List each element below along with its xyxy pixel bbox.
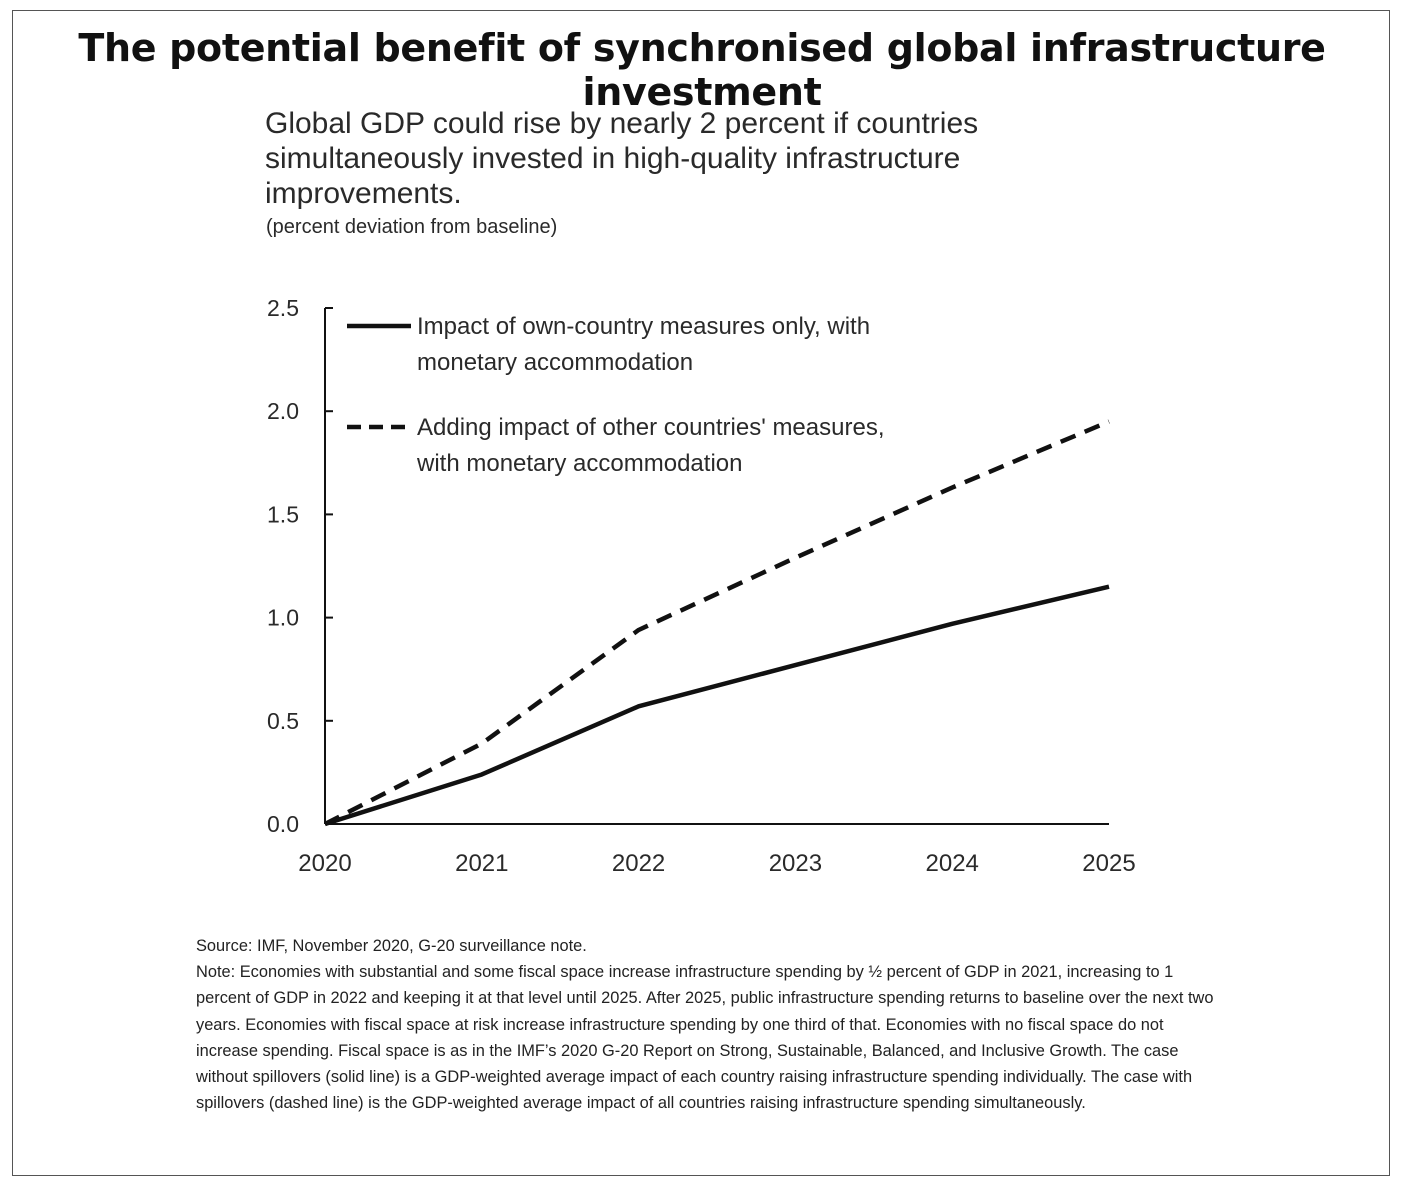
y-tick-label: 0.0	[267, 811, 299, 837]
legend-label: monetary accommodation	[417, 349, 693, 376]
y-tick-label: 1.0	[267, 605, 299, 631]
y-tick-label: 0.5	[267, 708, 299, 734]
x-tick-label: 2024	[926, 850, 979, 877]
figure-frame	[12, 10, 1390, 1176]
y-tick-label: 2.0	[267, 398, 299, 424]
x-tick-label: 2021	[455, 850, 508, 877]
legend-label: Adding impact of other countries' measur…	[417, 414, 884, 441]
x-tick-label: 2023	[769, 850, 822, 877]
chart-title: Global GDP could rise by nearly 2 percen…	[265, 107, 979, 210]
y-tick-label: 1.5	[267, 501, 299, 527]
x-tick-label: 2022	[612, 850, 665, 877]
legend-label: Impact of own-country measures only, wit…	[417, 313, 870, 340]
page-title: The potential benefit of synchronised gl…	[78, 26, 1326, 114]
chart-units: (percent deviation from baseline)	[266, 216, 558, 238]
series-line-dashed	[323, 419, 1110, 827]
y-tick-label: 2.5	[267, 295, 299, 321]
notes: Source: IMF, November 2020, G-20 surveil…	[196, 933, 1226, 1116]
source-note: Source: IMF, November 2020, G-20 surveil…	[196, 937, 587, 955]
legend-label: with monetary accommodation	[416, 450, 742, 477]
methodology-note: Note: Economies with substantial and som…	[196, 963, 1214, 1113]
series-line-solid	[324, 584, 1110, 827]
x-tick-label: 2020	[298, 850, 351, 877]
x-tick-label: 2025	[1082, 850, 1135, 877]
